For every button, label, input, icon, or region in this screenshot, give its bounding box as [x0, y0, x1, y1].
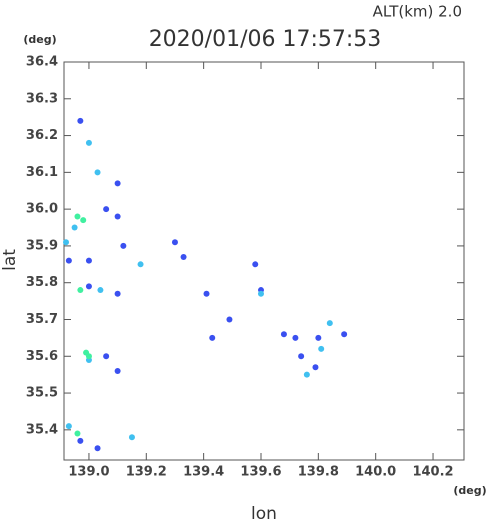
echo-point [85, 257, 92, 264]
echo-point [180, 253, 187, 260]
x-tick-label: 139.8 [298, 465, 339, 480]
echo-point [85, 353, 92, 360]
echo-point [103, 353, 110, 360]
echo-point [85, 139, 92, 146]
echo-point [65, 257, 72, 264]
echo-point [171, 239, 178, 246]
echo-point [77, 117, 84, 124]
x-tick-label: 139.0 [68, 465, 109, 480]
echo-point [128, 434, 135, 441]
y-tick-label: 35.6 [26, 349, 58, 364]
y-tick-label: 35.7 [26, 312, 58, 327]
y-axis-label: lat [0, 249, 20, 271]
y-tick-label: 35.4 [26, 422, 58, 437]
y-tick-label: 36.0 [26, 202, 58, 217]
echo-point [71, 224, 78, 231]
echo-point [80, 217, 87, 224]
echo-point [280, 331, 287, 338]
echo-point [63, 239, 70, 246]
x-axis-label: lon [251, 504, 277, 521]
x-tick-label: 140.0 [355, 465, 396, 480]
echo-point [65, 423, 72, 430]
x-tick-label: 139.6 [240, 465, 281, 480]
echo-point [114, 290, 121, 297]
x-tick-label: 139.2 [126, 465, 167, 480]
echo-point [298, 353, 305, 360]
x-tick-label: 139.4 [183, 465, 224, 480]
echo-point [315, 334, 322, 341]
plot-frame [63, 61, 465, 461]
echo-point [303, 371, 310, 378]
echo-point [326, 320, 333, 327]
y-tick-label: 35.9 [26, 238, 58, 253]
echo-point [74, 430, 81, 437]
echo-point [94, 445, 101, 452]
y-tick-label: 36.2 [26, 128, 58, 143]
echo-point [226, 316, 233, 323]
echo-point [114, 180, 121, 187]
x-unit: (deg) [453, 484, 486, 497]
echo-point [137, 261, 144, 268]
echo-point [120, 242, 127, 249]
y-tick-label: 36.4 [26, 55, 58, 70]
echo-point [103, 206, 110, 213]
echo-point [257, 290, 264, 297]
echo-point [292, 334, 299, 341]
echo-point [318, 345, 325, 352]
echo-point [85, 283, 92, 290]
echo-point [77, 287, 84, 294]
echo-point [74, 213, 81, 220]
y-tick-label: 36.3 [26, 91, 58, 106]
y-tick-label: 35.8 [26, 275, 58, 290]
echo-point [114, 367, 121, 374]
echo-point [252, 261, 259, 268]
echo-point [209, 334, 216, 341]
echo-point [97, 287, 104, 294]
echo-point [312, 364, 319, 371]
y-tick-label: 35.5 [26, 386, 58, 401]
y-tick-label: 36.1 [26, 165, 58, 180]
echo-point [77, 437, 84, 444]
y-unit: (deg) [23, 33, 56, 46]
chart-title: 2020/01/06 17:57:53 [149, 27, 382, 52]
echo-point [114, 213, 121, 220]
echo-point [94, 169, 101, 176]
subtitle: ALT(km) 2.0 [373, 3, 462, 21]
echo-point [203, 290, 210, 297]
echo-point [341, 331, 348, 338]
x-tick-label: 140.2 [412, 465, 453, 480]
